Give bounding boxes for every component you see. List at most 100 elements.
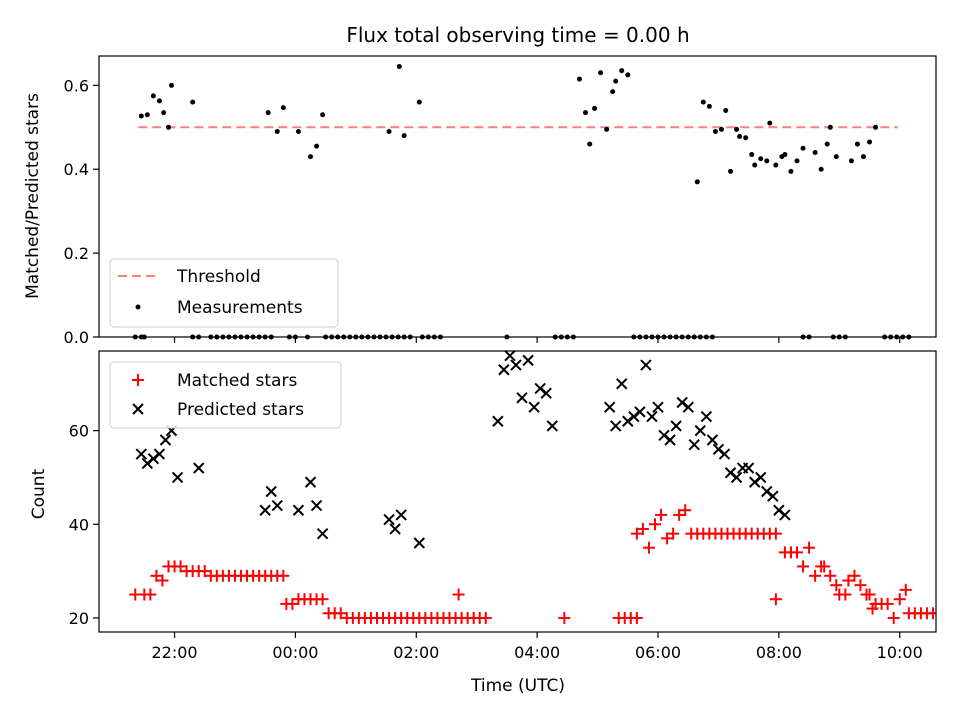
- matched-star-point: [174, 560, 187, 573]
- predicted-star-point: [292, 504, 305, 516]
- predicted-star-point: [767, 490, 779, 502]
- matched-star-point: [667, 527, 680, 540]
- measurement-point: [833, 154, 839, 160]
- bottom-legend: Matched stars Predicted stars: [109, 361, 342, 429]
- matched-star-point: [156, 574, 169, 587]
- matched-star-point: [854, 579, 867, 592]
- measurement-point: [144, 112, 150, 118]
- predicted-star-point: [694, 424, 707, 437]
- bottom-panel: 22:00 00:00 02:00 04:00 06:00 08:00 10:00 20 40 6…: [29, 349, 937, 696]
- matched-star-point: [769, 527, 782, 540]
- predicted-star-point: [310, 499, 323, 512]
- matched-star-point: [899, 583, 912, 596]
- matched-star-point: [286, 597, 299, 610]
- matched-star-point: [848, 569, 861, 582]
- predicted-star-point: [516, 392, 528, 404]
- measurement-point: [619, 68, 625, 74]
- measurement-point: [764, 158, 770, 164]
- chart-title: Flux total observing time = 0.00 h: [346, 23, 689, 47]
- predicted-star-point: [389, 523, 401, 535]
- predicted-star-point: [383, 513, 395, 526]
- matched-star-point: [630, 527, 643, 540]
- predicted-star-point: [510, 359, 522, 371]
- measurement-point: [274, 128, 280, 134]
- predicted-star-point: [316, 527, 329, 540]
- top-axis-ticks: 0.0 0.2 0.4 0.6: [64, 76, 901, 347]
- matched-star-point: [679, 504, 692, 517]
- measurement-point: [800, 145, 806, 151]
- predicted-star-point: [682, 401, 694, 413]
- predicted-star-point: [522, 354, 534, 367]
- measurement-point: [308, 154, 314, 160]
- counts-plot-area: [129, 349, 936, 624]
- measurement-point: [314, 143, 320, 149]
- matched-star-point: [150, 569, 163, 582]
- predicted-star-point: [652, 401, 664, 413]
- y-tick-label: 40: [69, 515, 89, 534]
- measurement-point: [396, 63, 402, 69]
- matched-star-point: [558, 611, 571, 624]
- matched-star-point: [452, 588, 465, 601]
- predicted-star-point: [779, 509, 791, 521]
- matched-star-point: [316, 593, 329, 606]
- matched-star-point: [881, 597, 894, 610]
- measurement-point: [401, 133, 407, 139]
- y-tick-label: 20: [69, 609, 89, 628]
- x-tick-label: 06:00: [635, 643, 681, 662]
- matched-star-point: [797, 560, 810, 573]
- measurement-point: [610, 89, 616, 95]
- measurement-point: [165, 124, 171, 130]
- predicted-star-point: [616, 378, 628, 390]
- matched-star-point: [636, 522, 649, 535]
- predicted-star-point: [634, 406, 646, 418]
- predicted-star-point: [546, 420, 558, 432]
- predicted-star-point: [153, 448, 166, 460]
- matched-star-point: [887, 611, 900, 624]
- matched-star-point: [630, 611, 643, 624]
- matched-star-point: [863, 588, 876, 601]
- y-tick-label: 0.2: [64, 244, 89, 263]
- matched-star-point: [809, 569, 822, 582]
- measurement-point: [737, 134, 743, 140]
- measurement-point: [867, 139, 873, 145]
- y-tick-label: 0.4: [64, 160, 89, 179]
- measurement-point: [752, 162, 758, 168]
- predicted-star-point: [159, 434, 172, 446]
- matched-star-point: [824, 569, 837, 582]
- matched-star-point: [673, 508, 686, 521]
- measurement-point: [873, 124, 879, 130]
- threshold-legend-label: Threshold: [176, 267, 261, 287]
- measurement-point: [743, 135, 749, 141]
- matched-star-point: [198, 565, 211, 578]
- predicted-star-point: [730, 471, 743, 484]
- measurement-point: [587, 141, 593, 147]
- measurement-point: [827, 124, 833, 130]
- measurement-point: [576, 76, 582, 82]
- predicted-star-point: [135, 448, 148, 460]
- predicted-star-point: [646, 410, 658, 423]
- x-tick-label: 00:00: [272, 643, 318, 662]
- predicted-star-point: [395, 509, 407, 521]
- measurement-point: [598, 70, 604, 76]
- y-tick-label: 60: [69, 422, 89, 441]
- matched-star-point: [893, 593, 906, 606]
- predicted-legend-label: Predicted stars: [177, 400, 304, 420]
- x-tick-label: 08:00: [756, 643, 802, 662]
- matched-star-point: [661, 532, 674, 545]
- matched-legend-label: Matched stars: [177, 371, 297, 391]
- bottom-legend-box: [109, 361, 342, 429]
- y-tick-label: 0.6: [64, 76, 89, 95]
- measurement-point: [416, 99, 422, 105]
- measurement-point: [749, 152, 755, 158]
- matched-star-point: [334, 607, 347, 620]
- measurement-point: [767, 120, 773, 126]
- matched-star-point: [791, 546, 804, 559]
- matched-star-point: [769, 593, 782, 606]
- matched-star-point: [277, 569, 290, 582]
- top-y-axis-label: Matched/Predicted stars: [23, 93, 43, 299]
- x-tick-label: 22:00: [151, 643, 197, 662]
- measurements-legend-label: Measurements: [177, 298, 303, 318]
- predicted-star-point: [271, 499, 283, 512]
- bottom-axes-frame: [98, 350, 937, 633]
